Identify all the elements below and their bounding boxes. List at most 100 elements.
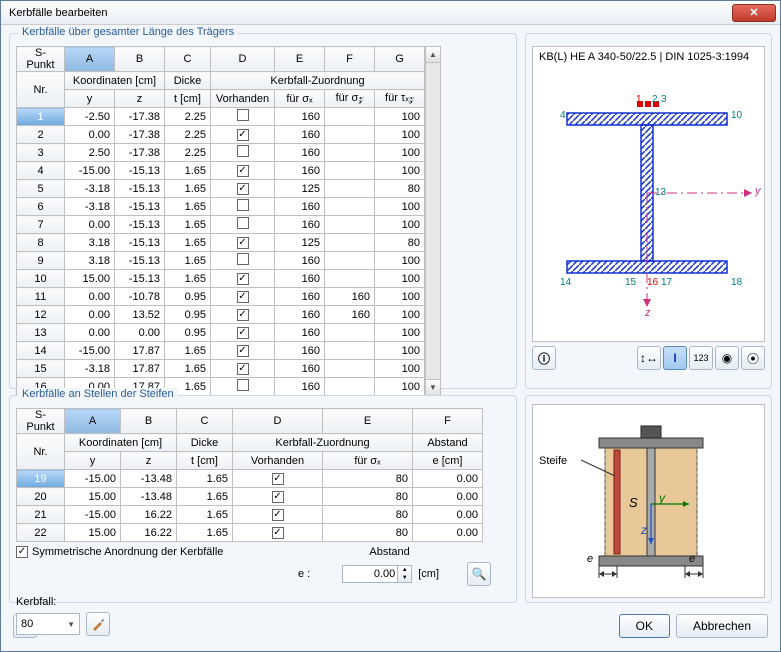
- steife-e-left: e: [587, 553, 593, 565]
- vorhanden-checkbox[interactable]: ✓: [272, 527, 284, 539]
- vorhanden-checkbox[interactable]: ✓: [237, 165, 249, 177]
- vorhanden-checkbox[interactable]: ✓: [272, 491, 284, 503]
- table1-wrap: S-PunktABCDEFGNr.Koordinaten [cm]DickeKe…: [16, 46, 510, 396]
- scroll-thumb[interactable]: [426, 63, 440, 379]
- table-row[interactable]: 21-15.0016.221.65✓800.00: [17, 506, 483, 524]
- kerbfall-row: 80 ▼: [16, 612, 510, 636]
- steife-z: z: [641, 523, 647, 537]
- e-row: e : ▲▼ [cm] 🔍: [16, 562, 510, 586]
- vorhanden-checkbox[interactable]: ✓: [272, 509, 284, 521]
- abstand-label: Abstand: [369, 546, 409, 558]
- vorhanden-checkbox[interactable]: ✓: [237, 237, 249, 249]
- table-row[interactable]: 110.00-10.780.95✓160160100: [17, 288, 425, 306]
- details-button[interactable]: ⦿: [741, 346, 765, 370]
- table-row[interactable]: 2015.00-13.481.65✓800.00: [17, 488, 483, 506]
- top-section: Kerbfälle über gesamter Länge des Träger…: [9, 33, 772, 389]
- panel2-title: Kerbfälle an Stellen der Steifen: [18, 388, 178, 400]
- node-2: 2: [652, 94, 658, 105]
- steife-y: y: [659, 491, 665, 505]
- table-row[interactable]: 70.00-15.131.65160100: [17, 216, 425, 234]
- vorhanden-checkbox[interactable]: [237, 217, 249, 229]
- table-row[interactable]: 20.00-17.382.25✓160100: [17, 126, 425, 144]
- node-15: 15: [625, 277, 636, 288]
- vorhanden-checkbox[interactable]: ✓: [237, 273, 249, 285]
- node-13: 13: [655, 187, 666, 198]
- table-row[interactable]: 120.0013.520.95✓160160100: [17, 306, 425, 324]
- numbers-button[interactable]: 123: [689, 346, 713, 370]
- panel-beam-preview: KB(L) HE A 340-50/22.5 | DIN 1025-3:1994: [525, 33, 772, 389]
- vorhanden-checkbox[interactable]: [237, 145, 249, 157]
- node-10: 10: [731, 110, 742, 121]
- table-row[interactable]: 1015.00-15.131.65✓160100: [17, 270, 425, 288]
- kerbfall-label: Kerbfall:: [16, 596, 56, 608]
- vorhanden-checkbox[interactable]: [237, 109, 249, 121]
- content: Kerbfälle über gesamter Länge des Träger…: [1, 25, 780, 651]
- show-button[interactable]: ◉: [715, 346, 739, 370]
- table2: S-PunktABCDEFNr.Koordinaten [cm]DickeKer…: [16, 408, 483, 542]
- table2-wrap: S-PunktABCDEFNr.Koordinaten [cm]DickeKer…: [16, 408, 510, 542]
- dropdown-arrow-icon: ▼: [67, 620, 75, 629]
- node-17: 17: [661, 277, 672, 288]
- beam-toolbar: ⓘ ↕↔ I 123 ◉ ⦿: [532, 346, 765, 370]
- vorhanden-checkbox[interactable]: ✓: [237, 363, 249, 375]
- panel-kerbfaelle-steifen: Kerbfälle an Stellen der Steifen S-Punkt…: [9, 395, 517, 603]
- table-row[interactable]: 83.18-15.131.65✓12580: [17, 234, 425, 252]
- table-row[interactable]: 32.50-17.382.25160100: [17, 144, 425, 162]
- scroll-up-icon[interactable]: ▲: [426, 47, 440, 63]
- vorhanden-checkbox[interactable]: [237, 199, 249, 211]
- table-row[interactable]: 2215.0016.221.65✓800.00: [17, 524, 483, 542]
- cancel-button[interactable]: Abbrechen: [676, 614, 768, 638]
- sym-row: ✓ Symmetrische Anordnung der Kerbfälle A…: [16, 546, 510, 558]
- vorhanden-checkbox[interactable]: ✓: [237, 183, 249, 195]
- sym-label-text: Symmetrische Anordnung der Kerbfälle: [32, 546, 223, 558]
- node-16: 16: [647, 277, 658, 288]
- vorhanden-checkbox[interactable]: ✓: [272, 473, 284, 485]
- table-row[interactable]: 15-3.1817.871.65✓160100: [17, 360, 425, 378]
- action-buttons: OK Abbrechen: [619, 614, 768, 638]
- table-row[interactable]: 14-15.0017.871.65✓160100: [17, 342, 425, 360]
- vorhanden-checkbox[interactable]: [237, 379, 249, 391]
- apply-e-button[interactable]: 🔍: [467, 562, 491, 586]
- vorhanden-checkbox[interactable]: ✓: [237, 327, 249, 339]
- axes-button[interactable]: ↕↔: [637, 346, 661, 370]
- table-row[interactable]: 130.000.000.95✓160100: [17, 324, 425, 342]
- table-row[interactable]: 4-15.00-15.131.65✓160100: [17, 162, 425, 180]
- e-spinner[interactable]: ▲▼: [342, 565, 412, 583]
- table-row[interactable]: 6-3.18-15.131.65160100: [17, 198, 425, 216]
- table1-scrollbar[interactable]: ▲ ▼: [425, 46, 441, 396]
- scroll-down-icon[interactable]: ▼: [426, 379, 440, 395]
- table-row[interactable]: 5-3.18-15.131.65✓12580: [17, 180, 425, 198]
- e-label: e :: [298, 568, 310, 580]
- vorhanden-checkbox[interactable]: ✓: [237, 309, 249, 321]
- dialog-window: Kerbfälle bearbeiten ✕ Kerbfälle über ge…: [0, 0, 781, 652]
- close-button[interactable]: ✕: [732, 4, 776, 22]
- vorhanden-checkbox[interactable]: ✓: [237, 291, 249, 303]
- pick-kerbfall-button[interactable]: [86, 612, 110, 636]
- node-4: 4: [560, 110, 566, 121]
- beam-diagram: KB(L) HE A 340-50/22.5 | DIN 1025-3:1994: [532, 46, 765, 342]
- panel1-title: Kerbfälle über gesamter Länge des Träger…: [18, 26, 238, 38]
- table-row[interactable]: 93.18-15.131.65160100: [17, 252, 425, 270]
- vorhanden-checkbox[interactable]: ✓: [237, 129, 249, 141]
- steife-s: S: [629, 495, 638, 510]
- panel-kerbfaelle-traeger: Kerbfälle über gesamter Länge des Träger…: [9, 33, 517, 389]
- vorhanden-checkbox[interactable]: [237, 253, 249, 265]
- steife-label: Steife: [539, 455, 567, 467]
- section-button[interactable]: I: [663, 346, 687, 370]
- e-input[interactable]: [342, 565, 398, 583]
- y-axis-label: y: [755, 185, 761, 197]
- table-row[interactable]: 1-2.50-17.382.25160100: [17, 108, 425, 126]
- window-title: Kerbfälle bearbeiten: [9, 7, 107, 19]
- steife-e-right: e: [689, 553, 695, 565]
- vorhanden-checkbox[interactable]: ✓: [237, 345, 249, 357]
- titlebar: Kerbfälle bearbeiten ✕: [1, 1, 780, 25]
- table-row[interactable]: 19-15.00-13.481.65✓800.00: [17, 470, 483, 488]
- table1: S-PunktABCDEFGNr.Koordinaten [cm]DickeKe…: [16, 46, 425, 396]
- sym-checkbox-label[interactable]: ✓ Symmetrische Anordnung der Kerbfälle: [16, 546, 223, 558]
- panel-steife-preview: Steife S y z e e: [525, 395, 772, 603]
- node-14: 14: [560, 277, 571, 288]
- kerbfall-dropdown[interactable]: 80 ▼: [16, 613, 80, 635]
- info-button[interactable]: ⓘ: [532, 346, 556, 370]
- ok-button[interactable]: OK: [619, 614, 670, 638]
- sym-checkbox[interactable]: ✓: [16, 546, 28, 558]
